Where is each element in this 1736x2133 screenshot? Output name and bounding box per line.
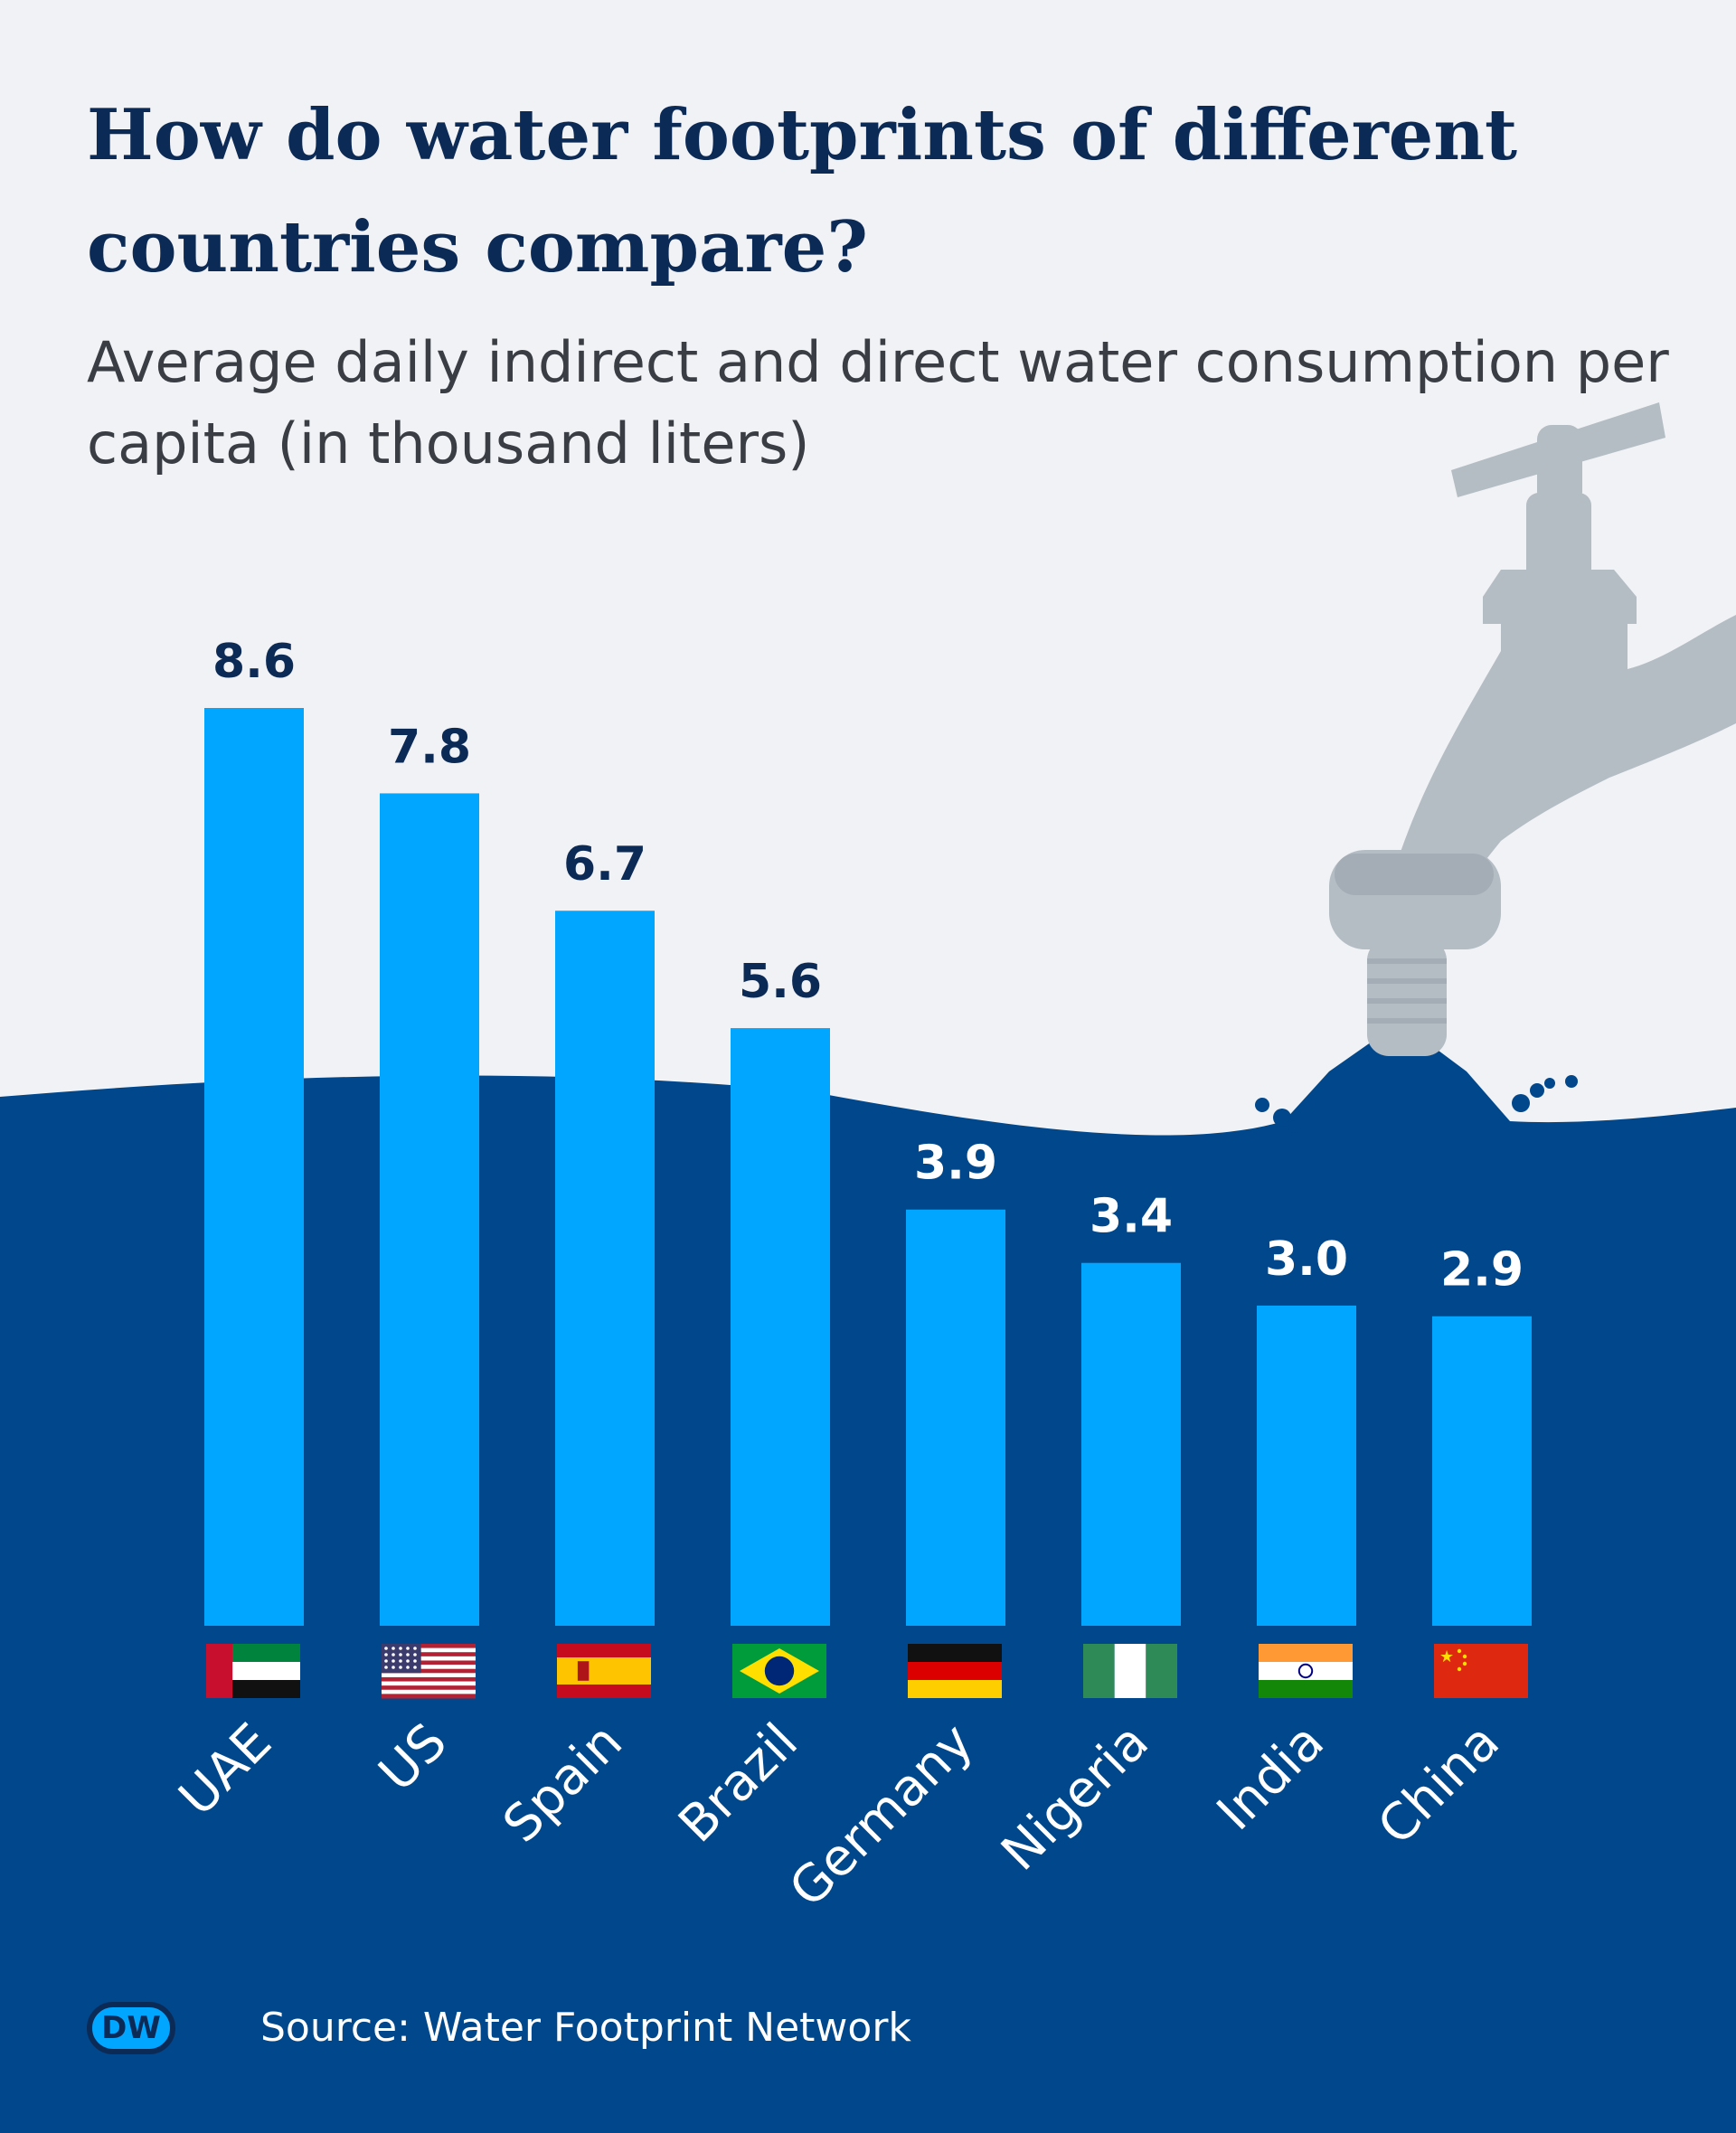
- value-label: 2.9: [1440, 1243, 1524, 1298]
- category-label: UAE: [168, 1713, 283, 1827]
- value-label: 3.0: [1265, 1232, 1348, 1287]
- bar-brazil: [731, 1028, 830, 1626]
- germany-flag-icon: [908, 1644, 1002, 1698]
- chart-subtitle: Average daily indirect and direct water …: [87, 329, 1669, 477]
- nigeria-flag-icon: [1083, 1644, 1177, 1698]
- us-flag-icon: [382, 1644, 476, 1699]
- bar-india: [1257, 1305, 1356, 1626]
- category-label: Germany: [778, 1713, 985, 1919]
- category-label: China: [1367, 1713, 1511, 1856]
- faucet-icon: [1329, 402, 1736, 1056]
- india-flag-icon: [1259, 1644, 1353, 1698]
- category-label: US: [368, 1713, 458, 1803]
- category-label: Nigeria: [990, 1713, 1160, 1883]
- category-label: India: [1206, 1713, 1335, 1842]
- value-label: 3.4: [1090, 1190, 1173, 1244]
- category-label: Spain: [492, 1713, 634, 1855]
- china-flag-icon: ★: [1434, 1644, 1528, 1698]
- bar-spain: [555, 911, 655, 1626]
- bar-germany: [906, 1209, 1005, 1626]
- bar-nigeria: [1081, 1262, 1181, 1626]
- svg-text:★: ★: [1439, 1647, 1454, 1666]
- water-splash-icon: [1255, 1075, 1578, 1133]
- bar-us: [380, 793, 479, 1626]
- bar-uae: [204, 708, 304, 1626]
- value-label: 3.9: [914, 1137, 997, 1191]
- value-label: 8.6: [212, 635, 296, 689]
- value-label: 5.6: [739, 955, 822, 1009]
- brazil-flag-icon: [732, 1644, 826, 1698]
- value-label: 7.8: [388, 720, 471, 774]
- dw-logo: DW: [87, 2002, 175, 2054]
- spain-flag-icon: [557, 1644, 651, 1698]
- value-label: 6.7: [563, 837, 646, 892]
- uae-flag-icon: [206, 1644, 300, 1698]
- chart-title: How do water footprints of different cou…: [87, 94, 1518, 288]
- category-label: Brazil: [667, 1713, 808, 1854]
- bar-china: [1432, 1316, 1532, 1626]
- source-note: Source: Water Footprint Network: [260, 2005, 911, 2051]
